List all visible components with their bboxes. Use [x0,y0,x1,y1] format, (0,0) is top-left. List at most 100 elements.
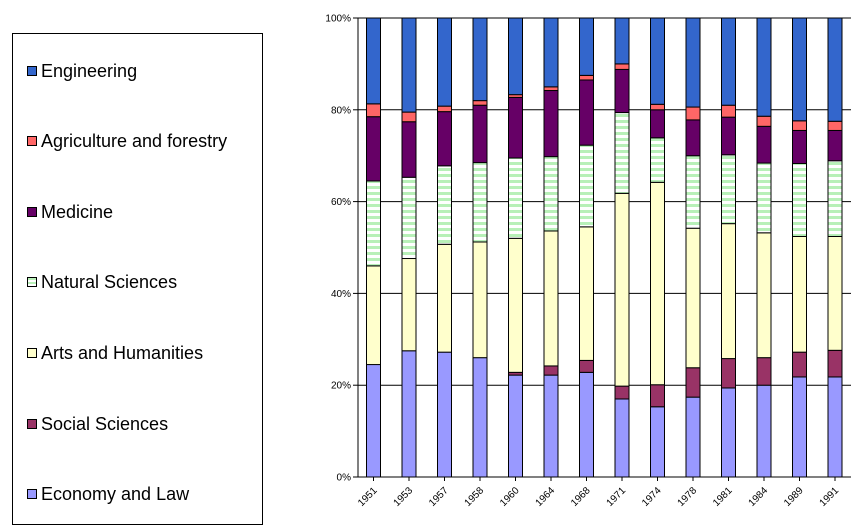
bar-segment-natural-sciences [756,162,772,234]
bar-segment-natural-sciences [792,163,807,237]
bar-segment-agriculture-and-forestry [614,63,630,70]
legend-item-natural-sciences: Natural Sciences [27,272,177,292]
bar-segment-medicine [366,116,381,182]
bar-segment-agriculture-and-forestry [827,120,843,131]
bar-segment-natural-sciences [721,154,736,225]
bar-segment-natural-sciences [437,165,452,245]
legend-item-arts-and-humanities: Arts and Humanities [27,343,203,363]
x-tick-label: 1974 [640,485,664,509]
bar-segment-arts-and-humanities [614,192,630,387]
bar-segment-medicine [721,116,736,156]
bar-segment-natural-sciences [366,180,381,267]
bar-segment-natural-sciences [650,137,665,183]
bar-segment-natural-sciences [508,157,523,239]
legend-swatch [27,136,37,146]
x-tick-label: 1953 [392,485,416,509]
bar-segment-economy-and-law [756,384,772,478]
bar-segment-agriculture-and-forestry [543,86,559,92]
legend-swatch [27,419,37,429]
bar-segment-arts-and-humanities [827,235,843,351]
bar-segment-agriculture-and-forestry [685,106,701,121]
bar-segment-arts-and-humanities [650,181,665,386]
bar-segment-medicine [685,119,701,157]
bar-segment-arts-and-humanities [756,232,772,359]
x-tick-label: 1984 [747,485,771,509]
bar-segment-medicine [579,79,594,146]
x-tick-label: 1981 [711,485,735,509]
bar-segment-economy-and-law [614,398,630,478]
legend-label: Agriculture and forestry [41,130,228,151]
bar-segment-economy-and-law [827,376,843,478]
x-tick-label: 1991 [818,485,842,509]
bar-segment-agriculture-and-forestry [650,103,665,111]
legend-swatch [27,489,37,499]
bar-segment-arts-and-humanities [366,265,381,366]
x-tick-label: 1957 [427,485,451,509]
bar-segment-arts-and-humanities [508,237,523,373]
bar-segment-natural-sciences [472,162,488,243]
x-tick-label: 1960 [498,485,522,509]
x-tick-label: 1989 [782,485,806,509]
bar-segment-agriculture-and-forestry [792,120,807,131]
bar-segment-medicine [756,125,772,164]
bar-segment-social-sciences [721,358,736,389]
bar-segment-social-sciences [650,384,665,408]
bar-segment-social-sciences [792,351,807,378]
bar-segment-engineering [721,17,736,106]
bar-segment-arts-and-humanities [437,243,452,353]
legend-label: Social Sciences [41,413,169,434]
bar-segment-economy-and-law [401,350,417,478]
legend-swatch [27,277,37,287]
legend-label: Arts and Humanities [41,342,204,363]
bar-segment-engineering [614,17,630,65]
legend-item-agriculture-and-forestry: Agriculture and forestry [27,131,227,151]
bar-segment-arts-and-humanities [685,227,701,369]
bar-segment-agriculture-and-forestry [579,74,594,81]
legend-item-medicine: Medicine [27,202,113,222]
y-tick-label: 40% [331,289,351,300]
bar-segment-engineering [437,17,452,107]
bar-segment-medicine [437,111,452,167]
bar-segment-agriculture-and-forestry [472,100,488,106]
legend-swatch [27,348,37,358]
bar-segment-engineering [543,17,559,88]
bar-segment-engineering [366,17,381,105]
bar-segment-agriculture-and-forestry [756,115,772,127]
bar-segment-natural-sciences [543,156,559,232]
bar-segment-economy-and-law [508,374,523,478]
bar-segment-arts-and-humanities [721,223,736,360]
legend-item-social-sciences: Social Sciences [27,414,168,434]
bar-segment-agriculture-and-forestry [366,103,381,118]
y-tick-label: 20% [331,381,351,392]
bar-segment-social-sciences [614,385,630,400]
legend-item-engineering: Engineering [27,61,137,81]
bar-segment-engineering [756,17,772,117]
bar-segment-economy-and-law [650,406,665,478]
y-tick-label: 60% [331,197,351,208]
bar-segment-agriculture-and-forestry [401,111,417,123]
bar-segment-economy-and-law [792,376,807,478]
legend-swatch [27,207,37,217]
bar-segment-economy-and-law [437,351,452,478]
bar-segment-natural-sciences [827,160,843,237]
bar-segment-economy-and-law [543,374,559,478]
bar-segment-economy-and-law [472,357,488,478]
bar-segment-medicine [650,109,665,139]
legend-label: Engineering [41,60,138,81]
bar-segment-medicine [401,121,417,178]
bar-segment-natural-sciences [685,155,701,229]
bar-segment-engineering [508,17,523,96]
x-tick-label: 1964 [534,485,558,509]
legend-swatch [27,66,37,76]
bar-segment-engineering [579,17,594,76]
bar-segment-social-sciences [827,349,843,378]
bar-segment-engineering [472,17,488,102]
bar-segment-social-sciences [685,367,701,398]
bar-segment-arts-and-humanities [472,241,488,359]
legend-label: Natural Sciences [41,271,178,292]
x-tick-label: 1971 [605,485,629,509]
bar-segment-social-sciences [756,357,772,386]
bar-segment-medicine [614,68,630,114]
x-tick-label: 1978 [676,485,700,509]
bar-segment-economy-and-law [579,371,594,478]
